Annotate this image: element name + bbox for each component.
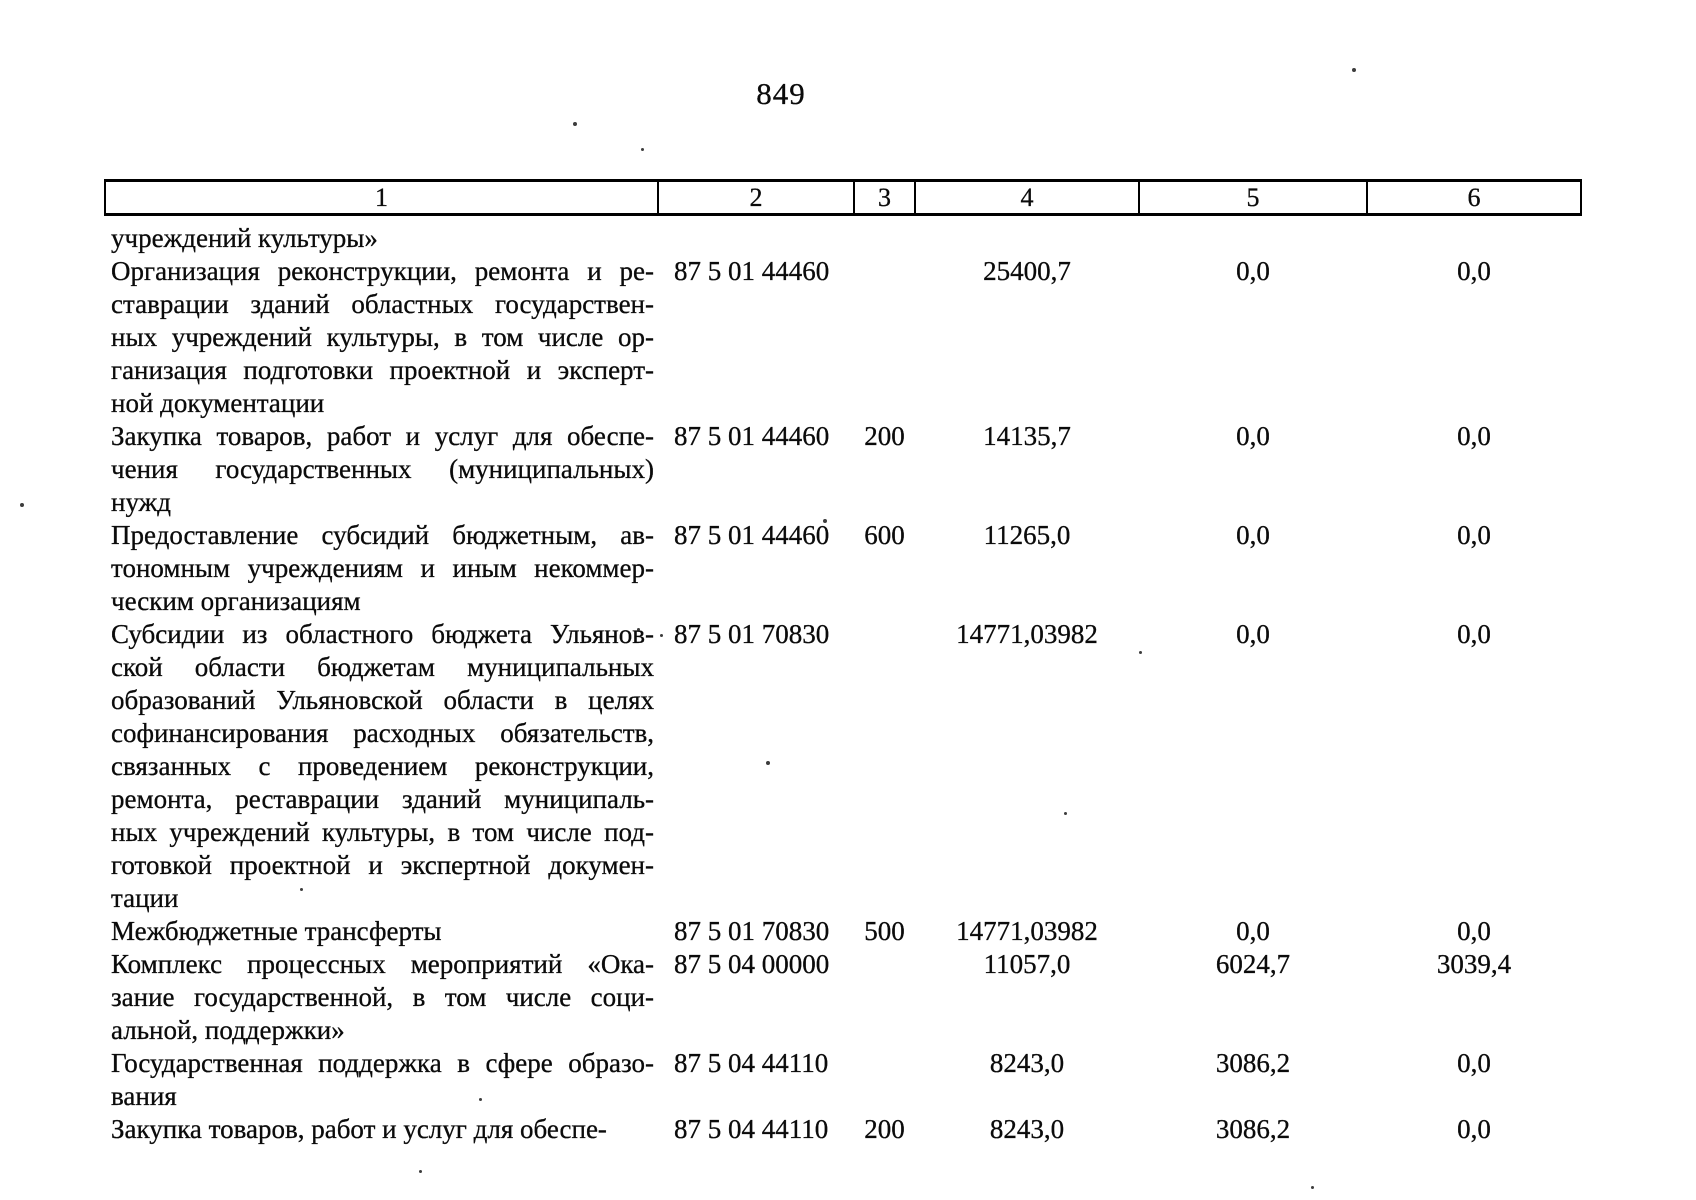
scan-artifact-dot	[1064, 812, 1067, 815]
cell-vr-code: 600	[864, 520, 905, 550]
table-row: Закупка товаров, работ и услуг для обесп…	[105, 1113, 1581, 1146]
cell-vr-code	[854, 255, 915, 420]
cell-csr-code: 87 5 01 44460	[674, 256, 830, 286]
table-row: Организация реконструкции, ремонта и ре-…	[105, 255, 1581, 420]
cell-program-name: Комплекс процессных мероприятий «Ока-зан…	[111, 949, 654, 1045]
cell-amount-1: 11057,0	[983, 949, 1071, 979]
table-row: Предоставление субсидий бюджетным, ав-то…	[105, 519, 1581, 618]
cell-vr-code	[854, 618, 915, 915]
scan-artifact-dot	[1311, 1186, 1314, 1189]
cell-program-name: Закупка товаров, работ и услуг для обесп…	[111, 421, 654, 517]
cell-program-name: Государственная поддержка в сфере образо…	[111, 1048, 654, 1111]
scan-artifact-dot	[637, 628, 640, 631]
cell-amount-1	[915, 215, 1139, 256]
scan-artifact-dot	[766, 761, 770, 765]
cell-amount-3: 0,0	[1457, 1114, 1491, 1144]
cell-vr-code	[854, 215, 915, 256]
table-header-row: 1 2 3 4 5 6	[104, 179, 1582, 216]
cell-amount-1: 14771,03982	[956, 619, 1098, 649]
table-row: Субсидии из областного бюджета Ульянов-с…	[105, 618, 1581, 915]
cell-program-name: Предоставление субсидий бюджетным, ав-то…	[111, 520, 654, 616]
table-row: Государственная поддержка в сфере образо…	[105, 1047, 1581, 1113]
cell-csr-code: 87 5 01 70830	[674, 916, 830, 946]
cell-amount-2: 0,0	[1236, 421, 1270, 451]
cell-program-name: учреждений культуры»	[111, 223, 378, 253]
cell-amount-3	[1367, 215, 1581, 256]
table-row: Комплекс процессных мероприятий «Ока-зан…	[105, 948, 1581, 1047]
cell-amount-3: 0,0	[1457, 520, 1491, 550]
cell-csr-code: 87 5 04 44110	[674, 1114, 829, 1144]
cell-amount-3: 0,0	[1457, 421, 1491, 451]
cell-amount-1: 14771,03982	[956, 916, 1098, 946]
page-number: 849	[756, 76, 806, 111]
scan-artifact-dot	[300, 888, 303, 891]
cell-csr-code: 87 5 04 44110	[674, 1048, 829, 1078]
cell-program-name: Закупка товаров, работ и услуг для обесп…	[111, 1114, 607, 1144]
cell-amount-3: 0,0	[1457, 619, 1491, 649]
cell-amount-1: 8243,0	[989, 1114, 1065, 1144]
budget-table: 1 2 3 4 5 6 учреждений культуры» Организ…	[104, 179, 1582, 1146]
cell-amount-2: 6024,7	[1215, 949, 1291, 979]
scan-artifact-dot	[573, 122, 577, 126]
scan-artifact-dot	[641, 148, 644, 151]
table-row: учреждений культуры»	[105, 215, 1581, 256]
cell-amount-2: 0,0	[1236, 916, 1270, 946]
header-col-2: 2	[657, 179, 855, 216]
scan-artifact-dot	[20, 503, 24, 507]
table-row: Межбюджетные трансферты 87 5 01 70830 50…	[105, 915, 1581, 948]
cell-amount-3: 0,0	[1457, 256, 1491, 286]
cell-csr-code	[658, 215, 854, 256]
cell-vr-code	[854, 948, 915, 1047]
cell-amount-3: 0,0	[1457, 916, 1491, 946]
scan-artifact-dot	[1139, 651, 1142, 654]
cell-amount-1: 11265,0	[983, 520, 1071, 550]
table-row: Закупка товаров, работ и услуг для обесп…	[105, 420, 1581, 519]
cell-vr-code	[854, 1047, 915, 1113]
scan-artifact-dot	[419, 1170, 422, 1173]
cell-program-name: Межбюджетные трансферты	[111, 916, 442, 946]
scan-artifact-dot	[479, 1098, 482, 1101]
cell-vr-code: 200	[864, 421, 905, 451]
cell-vr-code: 500	[864, 916, 905, 946]
cell-amount-2: 0,0	[1236, 256, 1270, 286]
cell-program-name: Организация реконструкции, ремонта и ре-…	[111, 256, 654, 418]
scan-artifact-dot	[660, 634, 663, 637]
cell-amount-3: 0,0	[1457, 1048, 1491, 1078]
header-col-6: 6	[1366, 179, 1582, 216]
cell-amount-2	[1139, 215, 1367, 256]
cell-csr-code: 87 5 01 70830	[674, 619, 830, 649]
cell-amount-2: 0,0	[1236, 520, 1270, 550]
cell-amount-2: 3086,2	[1215, 1048, 1291, 1078]
cell-amount-2: 0,0	[1236, 619, 1270, 649]
header-col-3: 3	[853, 179, 916, 216]
header-col-4: 4	[914, 179, 1140, 216]
cell-amount-2: 3086,2	[1215, 1114, 1291, 1144]
cell-amount-3: 3039,4	[1436, 949, 1512, 979]
cell-csr-code: 87 5 01 44460	[674, 421, 830, 451]
cell-vr-code: 200	[864, 1114, 905, 1144]
header-col-1: 1	[104, 179, 659, 216]
cell-amount-1: 25400,7	[983, 256, 1071, 286]
scan-artifact-dot	[1352, 68, 1356, 72]
cell-csr-code: 87 5 01 44460	[674, 520, 830, 550]
scan-artifact-dot	[823, 519, 827, 523]
header-col-5: 5	[1138, 179, 1368, 216]
cell-csr-code: 87 5 04 00000	[674, 949, 830, 979]
cell-program-name: Субсидии из областного бюджета Ульянов-с…	[111, 619, 654, 913]
cell-amount-1: 8243,0	[989, 1048, 1065, 1078]
cell-amount-1: 14135,7	[983, 421, 1071, 451]
